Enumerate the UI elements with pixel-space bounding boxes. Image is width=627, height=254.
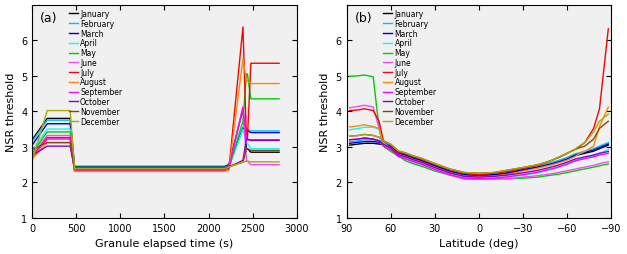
Y-axis label: NSR threshold: NSR threshold	[320, 72, 330, 151]
Legend: January, February, March, April, May, June, July, August, September, October, No: January, February, March, April, May, Ju…	[382, 9, 438, 127]
X-axis label: Granule elapsed time (s): Granule elapsed time (s)	[95, 239, 234, 248]
Legend: January, February, March, April, May, June, July, August, September, October, No: January, February, March, April, May, Ju…	[68, 9, 123, 127]
Text: (a): (a)	[40, 12, 58, 25]
Y-axis label: NSR threshold: NSR threshold	[6, 72, 16, 151]
X-axis label: Latitude (deg): Latitude (deg)	[440, 239, 519, 248]
Text: (b): (b)	[355, 12, 372, 25]
